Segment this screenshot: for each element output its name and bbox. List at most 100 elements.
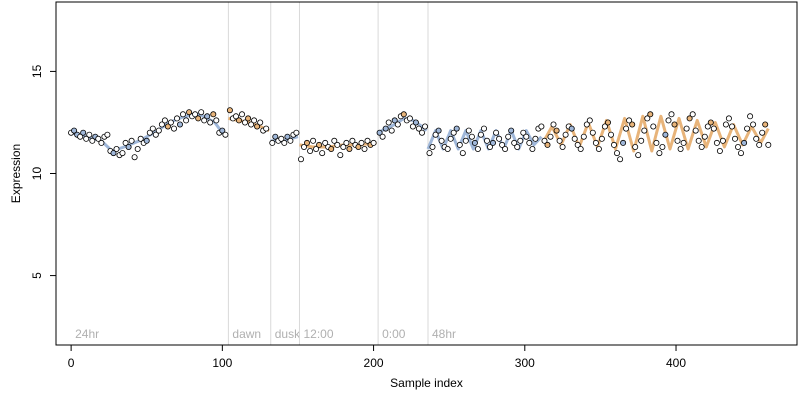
data-point	[322, 139, 329, 146]
data-point	[254, 123, 261, 130]
data-point	[110, 150, 117, 157]
data-point	[334, 141, 341, 148]
data-points	[68, 107, 772, 163]
data-point	[406, 115, 413, 122]
data-point	[238, 111, 245, 118]
data-point	[331, 137, 338, 144]
data-point	[385, 119, 392, 126]
y-axis-label: Expression	[9, 144, 23, 203]
data-point	[346, 145, 353, 152]
data-point	[251, 117, 258, 124]
data-point	[514, 143, 521, 150]
data-point	[605, 119, 612, 126]
data-point	[415, 125, 422, 132]
data-point	[710, 125, 717, 132]
data-point	[523, 133, 530, 140]
data-point	[638, 137, 645, 144]
data-point	[508, 127, 515, 134]
x-axis-label: Sample index	[390, 376, 463, 390]
data-point	[586, 117, 593, 124]
separator-label: dawn	[232, 327, 261, 341]
data-point	[186, 109, 193, 116]
data-point	[656, 150, 663, 157]
data-point	[137, 135, 144, 142]
data-point	[131, 154, 138, 161]
x-tick-label: 200	[364, 356, 384, 370]
data-point	[176, 121, 183, 128]
data-point	[729, 123, 736, 130]
data-point	[532, 135, 539, 142]
data-point	[665, 117, 672, 124]
data-point	[98, 139, 105, 146]
data-point	[493, 129, 500, 136]
data-point	[689, 111, 696, 118]
data-point	[421, 123, 428, 130]
data-point	[278, 135, 285, 142]
data-point	[328, 145, 335, 152]
data-point	[319, 150, 326, 157]
data-point	[198, 109, 205, 116]
data-point	[562, 131, 569, 138]
data-point	[632, 143, 639, 150]
data-point	[496, 135, 503, 142]
data-point	[707, 119, 714, 126]
data-point	[659, 143, 666, 150]
data-point	[614, 150, 621, 157]
data-point	[355, 143, 362, 150]
data-point	[281, 139, 288, 146]
data-point	[307, 147, 314, 154]
data-point	[122, 139, 129, 146]
data-point	[370, 139, 377, 146]
data-point	[477, 131, 484, 138]
data-point	[474, 145, 481, 152]
data-point	[152, 131, 159, 138]
data-point	[568, 125, 575, 132]
data-point	[595, 145, 602, 152]
data-point	[483, 137, 490, 144]
data-point	[77, 133, 84, 140]
data-point	[86, 131, 93, 138]
data-point	[608, 131, 615, 138]
data-point	[626, 117, 633, 124]
data-point	[447, 135, 454, 142]
x-axis: 0 100 200 300 400	[68, 345, 686, 370]
data-point	[704, 123, 711, 130]
data-point	[701, 133, 708, 140]
data-point	[744, 125, 751, 132]
data-point	[426, 150, 433, 157]
data-point	[248, 121, 255, 128]
data-point	[179, 111, 186, 118]
data-point	[201, 117, 208, 124]
data-point	[429, 143, 436, 150]
data-point	[210, 111, 217, 118]
data-point	[83, 135, 90, 142]
data-point	[409, 123, 416, 130]
data-point	[456, 141, 463, 148]
data-point	[300, 143, 307, 150]
data-point	[119, 150, 126, 157]
data-point	[164, 123, 171, 130]
data-point	[340, 143, 347, 150]
x-tick-label: 0	[68, 356, 75, 370]
data-point	[583, 121, 590, 128]
data-point	[520, 129, 527, 136]
data-point	[502, 145, 509, 152]
data-point	[207, 119, 214, 126]
data-point	[219, 127, 226, 134]
data-point	[303, 139, 310, 146]
data-point	[611, 141, 618, 148]
data-point	[358, 139, 365, 146]
separator-label: 0:00	[382, 327, 406, 341]
data-point	[571, 135, 578, 142]
data-point	[486, 143, 493, 150]
data-point	[453, 125, 460, 132]
data-point	[526, 139, 533, 146]
data-point	[435, 127, 442, 134]
data-point	[580, 133, 587, 140]
data-point	[382, 125, 389, 132]
data-point	[80, 129, 87, 136]
data-point	[653, 139, 660, 146]
data-point	[556, 137, 563, 144]
data-point	[183, 117, 190, 124]
data-point	[465, 127, 472, 134]
